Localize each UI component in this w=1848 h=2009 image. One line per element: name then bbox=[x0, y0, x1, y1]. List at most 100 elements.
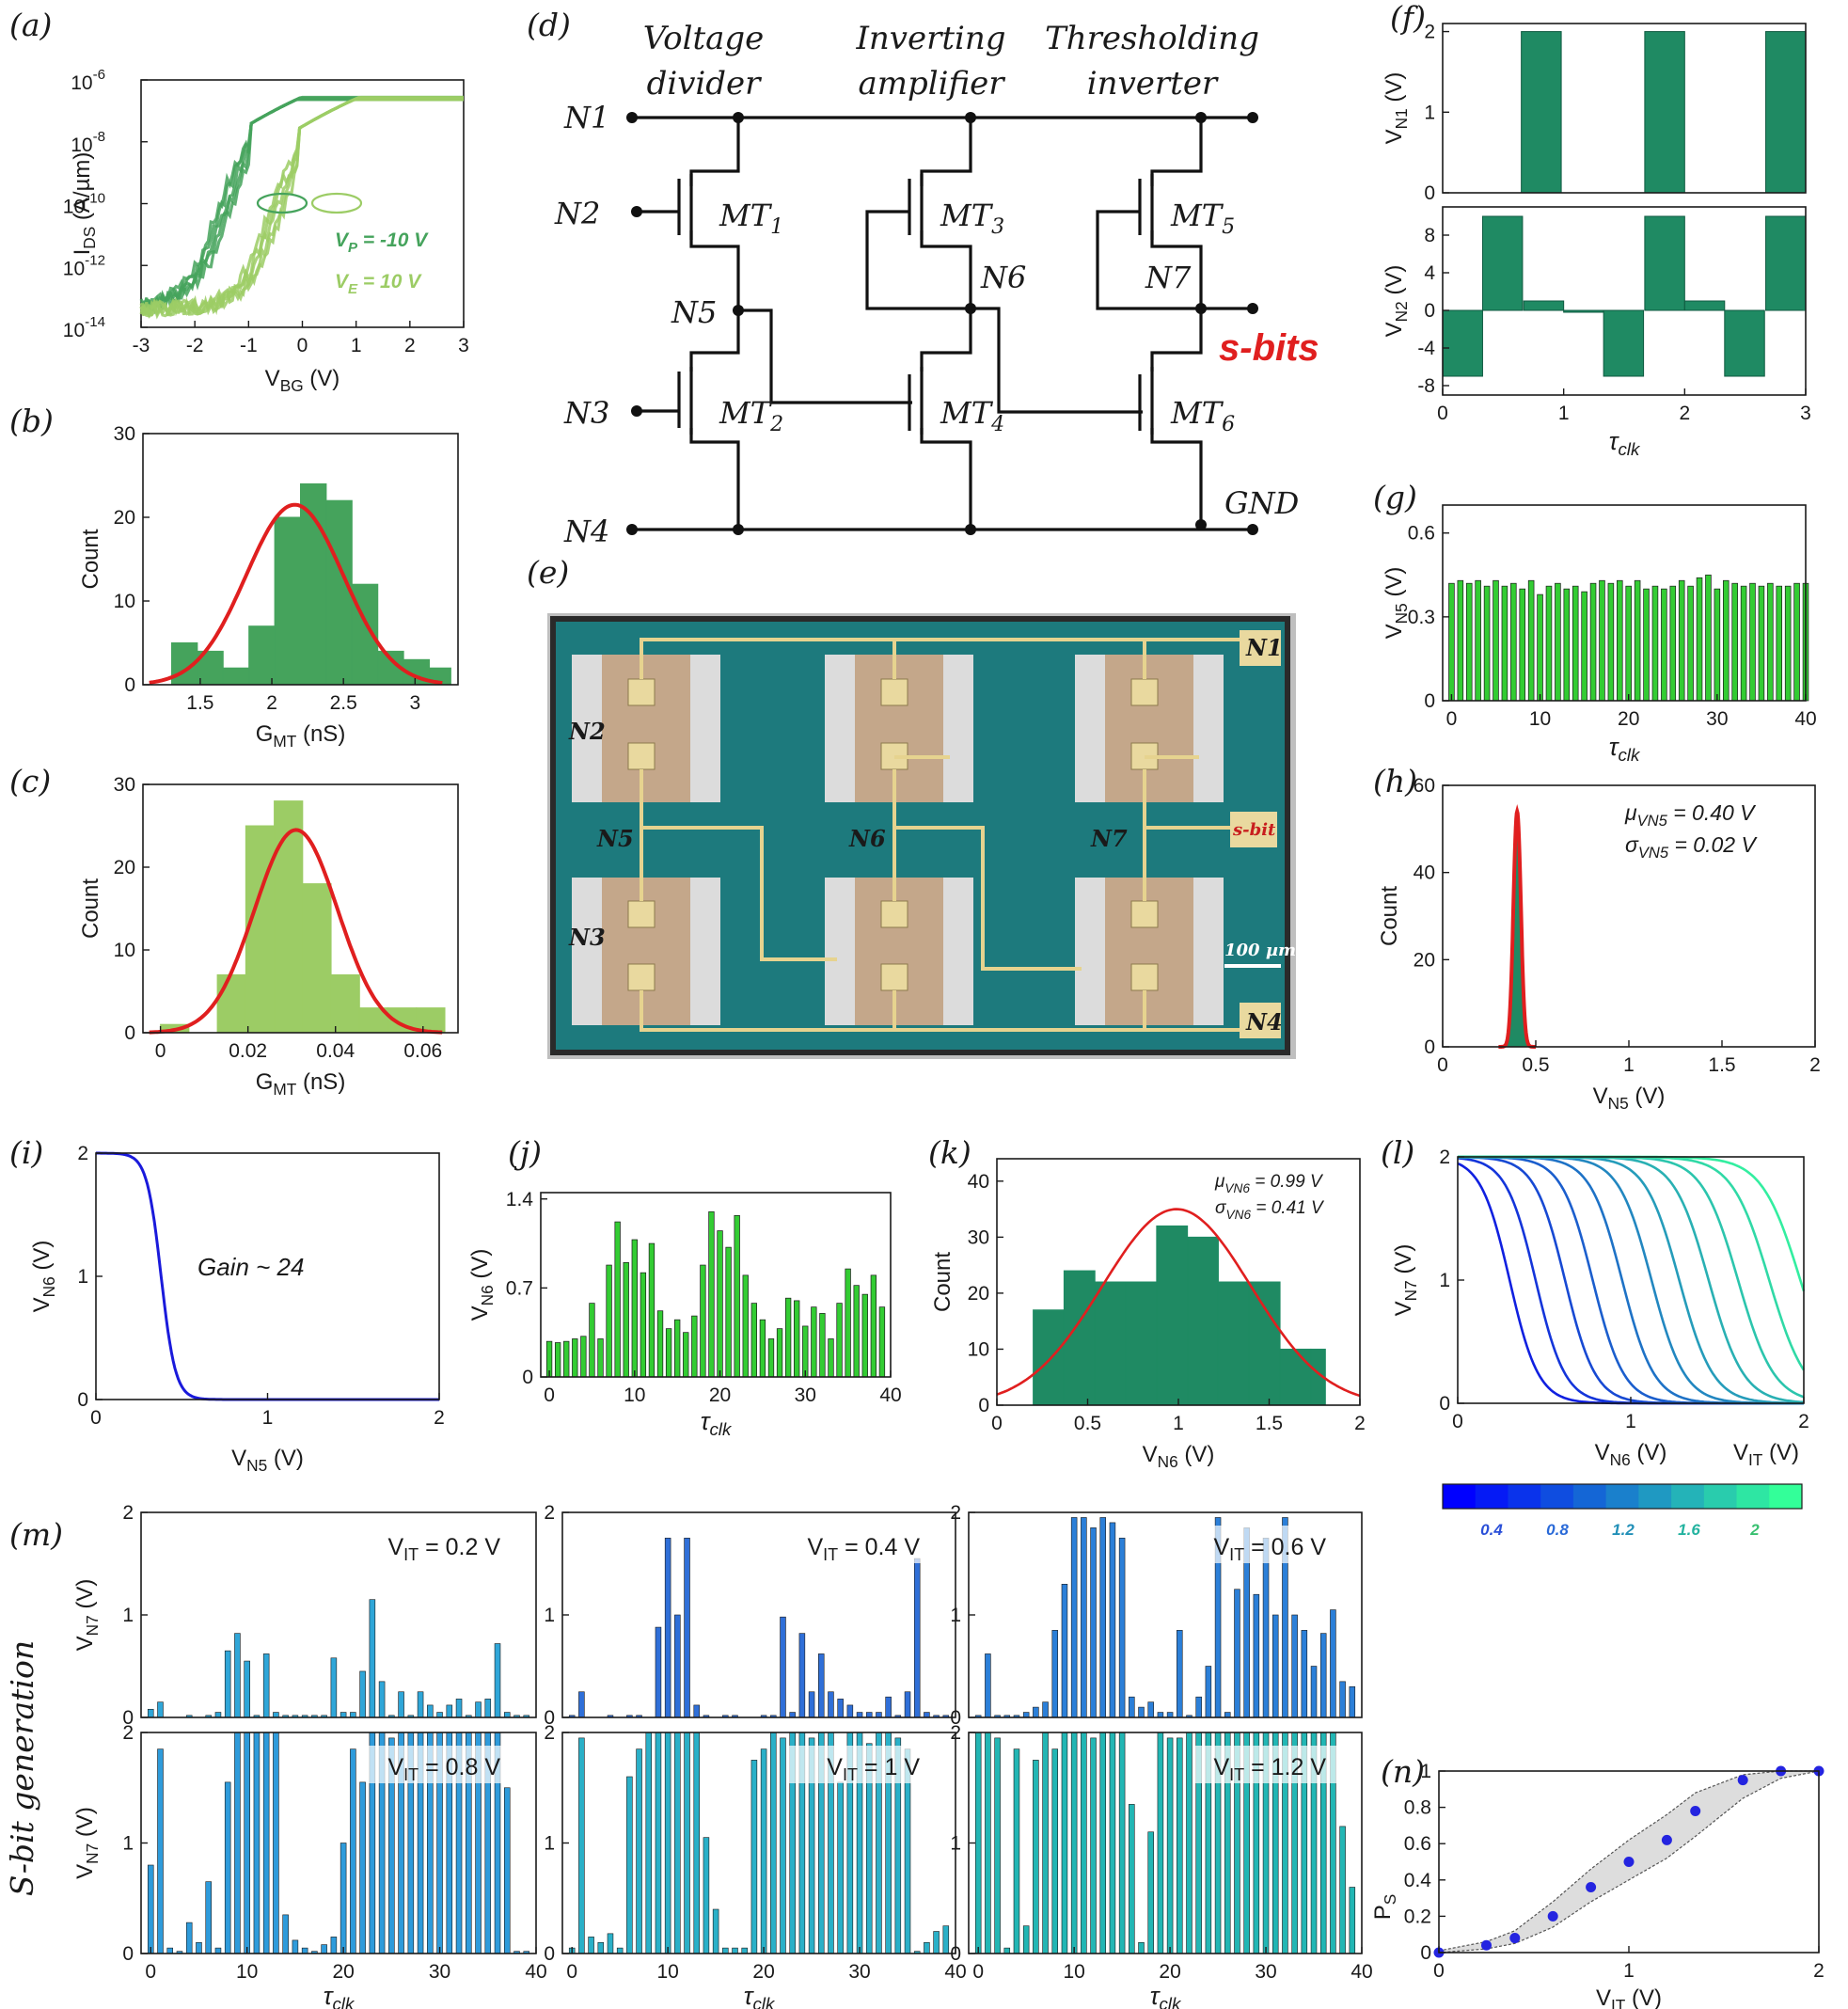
chart-m-bar bbox=[924, 1713, 929, 1717]
chart-m-bar bbox=[761, 1749, 766, 1954]
chart-f1-ylabel-part: N1 bbox=[1392, 108, 1411, 129]
chart-m-bar bbox=[225, 1651, 230, 1717]
colorbar-swatch bbox=[1508, 1484, 1540, 1509]
chart-f2-bar bbox=[1524, 301, 1563, 310]
panel-label-m: (m) bbox=[9, 1516, 63, 1553]
chart-j-bar bbox=[615, 1222, 621, 1377]
chart-m-bar bbox=[360, 1782, 366, 1954]
colorbar-tick-label: 1.2 bbox=[1612, 1521, 1635, 1539]
terminal-n4-right bbox=[1247, 524, 1258, 535]
chart-n-ytick-label: 0.2 bbox=[1404, 1906, 1431, 1927]
micro-label-n1: N1 bbox=[1245, 634, 1283, 661]
chart-m-bar bbox=[578, 1692, 584, 1717]
chart-f2-bar bbox=[1603, 310, 1643, 376]
chart-b-ytick-label: 10 bbox=[114, 591, 135, 612]
chart-m-bar bbox=[1177, 1738, 1182, 1954]
chart-j-bar bbox=[879, 1307, 885, 1377]
chart-m-bar bbox=[158, 1702, 164, 1717]
chart-a-ytick-label-part: 10 bbox=[63, 258, 85, 279]
chart-g-ylabel-part: V bbox=[1382, 624, 1407, 639]
panel-label-n: (n) bbox=[1381, 1753, 1425, 1790]
chart-b-xtick-label: 2 bbox=[266, 692, 277, 714]
chart-m-panel-0-ylabel-part: V bbox=[72, 1636, 98, 1651]
chart-f1-ytick-label: 0 bbox=[1424, 182, 1435, 204]
colorbar-swatch bbox=[1606, 1484, 1639, 1509]
chart-n-ytick-label: 0.4 bbox=[1404, 1870, 1432, 1891]
chart-b-xlabel: GMT (nS) bbox=[256, 721, 346, 751]
chart-a-xtick-label: -2 bbox=[186, 335, 204, 356]
chart-m-bar bbox=[148, 1865, 153, 1954]
chart-j-bar bbox=[624, 1262, 629, 1377]
chart-f2-xtick-label: 0 bbox=[1437, 403, 1448, 424]
chart-m-bar bbox=[781, 1738, 786, 1954]
chart-c-ytick-label: 30 bbox=[114, 774, 135, 796]
colorbar-tick-label: 0.4 bbox=[1480, 1521, 1503, 1539]
chart-k-ytick-label: 10 bbox=[968, 1338, 989, 1360]
chart-a-xtick-label: 0 bbox=[297, 335, 308, 356]
chart-m-bar bbox=[578, 1738, 584, 1954]
chart-a-xtick-label: 1 bbox=[351, 335, 362, 356]
chart-l-xlabel-part: N6 bbox=[1610, 1450, 1631, 1469]
chart-n-xlabel-part: V bbox=[1596, 1985, 1611, 2009]
chart-a-legend-1-part: = 10 V bbox=[357, 271, 422, 293]
chart-h-ytick-label: 20 bbox=[1414, 949, 1435, 971]
chart-h-xlabel: VN5 (V) bbox=[1593, 1084, 1666, 1113]
chart-m-bar bbox=[751, 1760, 757, 1954]
transistor-label-mt4: MT4 bbox=[940, 395, 1004, 436]
wire-mt1-drain bbox=[691, 118, 738, 186]
chart-a-ylabel: IDS (A/µm) bbox=[70, 152, 99, 256]
chart-j-bar bbox=[829, 1338, 834, 1377]
chart-m-bar bbox=[742, 1948, 748, 1954]
panel-label-f: (f) bbox=[1390, 0, 1426, 36]
wire-mt3-source bbox=[922, 230, 971, 372]
chart-m-bar bbox=[1206, 1667, 1211, 1718]
chart-m-bar bbox=[263, 1732, 269, 1954]
chart-k-bar bbox=[1188, 1237, 1219, 1405]
chart-g-bar bbox=[1697, 577, 1702, 701]
chart-k-xlabel-part: V bbox=[1143, 1442, 1158, 1467]
chart-g-bar bbox=[1777, 586, 1782, 701]
chart-j-bar bbox=[701, 1265, 706, 1377]
chart-f2-bar bbox=[1766, 216, 1806, 310]
chart-j-ytick-label: 0.7 bbox=[506, 1277, 533, 1299]
chart-m-bar bbox=[770, 1732, 776, 1954]
chart-m-panel-3-ylabel-part: V bbox=[72, 1864, 98, 1879]
chart-g-xtick-label: 10 bbox=[1529, 708, 1551, 730]
chart-g-bar bbox=[1706, 575, 1712, 701]
device-mt5 bbox=[1075, 655, 1224, 802]
chart-n-ylabel: PS bbox=[1370, 1894, 1399, 1921]
chart-m-bar bbox=[914, 1558, 920, 1717]
chart-m-bar bbox=[1071, 1517, 1077, 1717]
panel-label-h: (h) bbox=[1373, 763, 1417, 799]
chart-m-bar bbox=[1272, 1615, 1278, 1717]
chart-j-bar bbox=[581, 1337, 587, 1377]
chart-n-xlabel-part: IT bbox=[1611, 1996, 1626, 2009]
stage-title-divider-1: Voltage bbox=[643, 20, 765, 57]
chart-m-bar bbox=[694, 1732, 700, 1954]
chart-m-bar bbox=[1263, 1538, 1269, 1717]
chart-m-bar bbox=[674, 1732, 680, 1954]
chart-m-bar bbox=[1167, 1738, 1173, 1954]
panel-label-l: (l) bbox=[1381, 1134, 1414, 1171]
chart-j-bar bbox=[734, 1215, 740, 1377]
chart-m-bar bbox=[1320, 1634, 1326, 1717]
chart-h-xtick-label: 1 bbox=[1623, 1054, 1635, 1076]
chart-f2-xlabel: τclk bbox=[1609, 427, 1641, 459]
chart-g-xlabel: τclk bbox=[1609, 733, 1641, 765]
chart-m-bar bbox=[340, 1843, 346, 1954]
chart-g-xtick-label: 30 bbox=[1706, 708, 1728, 730]
chart-m-bar bbox=[283, 1915, 289, 1954]
terminal-n3 bbox=[631, 405, 642, 417]
chart-m-bar bbox=[1014, 1749, 1019, 1954]
chart-m-bar bbox=[1052, 1749, 1058, 1954]
chart-l-ytick-label: 0 bbox=[1439, 1393, 1450, 1415]
chart-m-panel-4-xtick-label: 20 bbox=[752, 1961, 774, 1983]
chart-j-bar bbox=[785, 1298, 791, 1377]
chart-b-xtick-label: 1.5 bbox=[186, 692, 213, 714]
chart-m-bar bbox=[995, 1738, 1001, 1954]
panel-label-k: (k) bbox=[928, 1134, 971, 1171]
colorbar-swatch bbox=[1443, 1484, 1476, 1509]
chart-m-bar bbox=[674, 1615, 680, 1717]
panel-label-j: (j) bbox=[508, 1134, 542, 1171]
chart-m-bar bbox=[1340, 1682, 1346, 1717]
